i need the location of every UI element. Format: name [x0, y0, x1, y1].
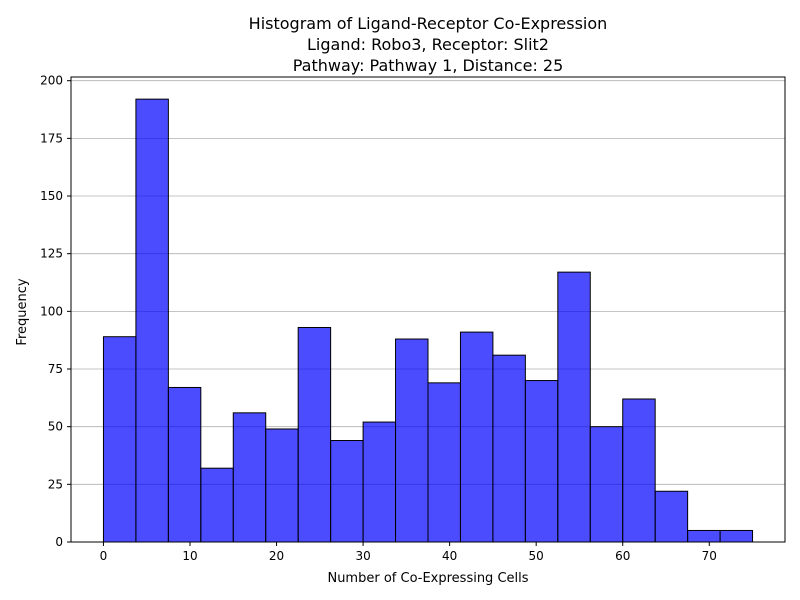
y-tick-label: 75	[48, 362, 63, 376]
plot-area-frame	[70, 76, 786, 543]
histogram-bar	[492, 354, 526, 543]
y-tick-label: 150	[40, 189, 63, 203]
histogram-bar	[265, 428, 299, 543]
histogram-bar	[719, 529, 754, 543]
y-axis-ticks: 0 25 50 75 100 125 150 175 200	[40, 74, 71, 549]
chart-title: Histogram of Ligand-Receptor Co-Expressi…	[249, 14, 608, 75]
y-tick-label: 0	[55, 535, 63, 549]
x-axis-label: Number of Co-Expressing Cells	[327, 571, 528, 586]
histogram-bar	[557, 271, 591, 543]
histogram-bar	[395, 338, 429, 543]
histogram-bar	[524, 380, 559, 543]
x-tick-label: 70	[702, 549, 717, 563]
y-tick-label: 125	[40, 247, 63, 261]
histogram-bar	[427, 382, 461, 543]
x-tick-label: 10	[182, 549, 197, 563]
histogram-bar	[687, 529, 721, 543]
histogram-bar	[200, 467, 234, 543]
histogram-bar	[167, 386, 202, 543]
histogram-bar	[622, 398, 656, 543]
y-tick-label: 25	[48, 477, 63, 491]
x-tick-label: 30	[355, 549, 370, 563]
histogram-bar	[654, 490, 689, 543]
histogram-bars	[102, 98, 754, 543]
y-tick-label: 200	[40, 74, 63, 88]
histogram-bar	[330, 440, 364, 543]
x-tick-label: 20	[269, 549, 284, 563]
histogram-bar	[232, 412, 267, 543]
chart-title-line-3: Pathway: Pathway 1, Distance: 25	[293, 56, 564, 75]
x-tick-label: 50	[529, 549, 544, 563]
x-tick-label: 40	[442, 549, 457, 563]
histogram-bar	[135, 98, 169, 543]
histogram-bar	[102, 336, 137, 543]
x-tick-label: 60	[615, 549, 630, 563]
histogram-bar	[459, 331, 494, 543]
chart-title-line-2: Ligand: Robo3, Receptor: Slit2	[307, 35, 549, 54]
histogram-bar	[297, 326, 332, 543]
histogram-bar	[589, 426, 624, 543]
x-axis-ticks: 0 10 20 30 40 50 60 70	[100, 542, 717, 563]
y-tick-label: 50	[48, 420, 63, 434]
y-tick-label: 100	[40, 304, 63, 318]
x-tick-label: 0	[100, 549, 108, 563]
histogram-bar	[362, 421, 397, 543]
y-axis-label: Frequency	[15, 278, 30, 345]
y-tick-label: 175	[40, 131, 63, 145]
chart-title-line-1: Histogram of Ligand-Receptor Co-Expressi…	[249, 14, 608, 33]
